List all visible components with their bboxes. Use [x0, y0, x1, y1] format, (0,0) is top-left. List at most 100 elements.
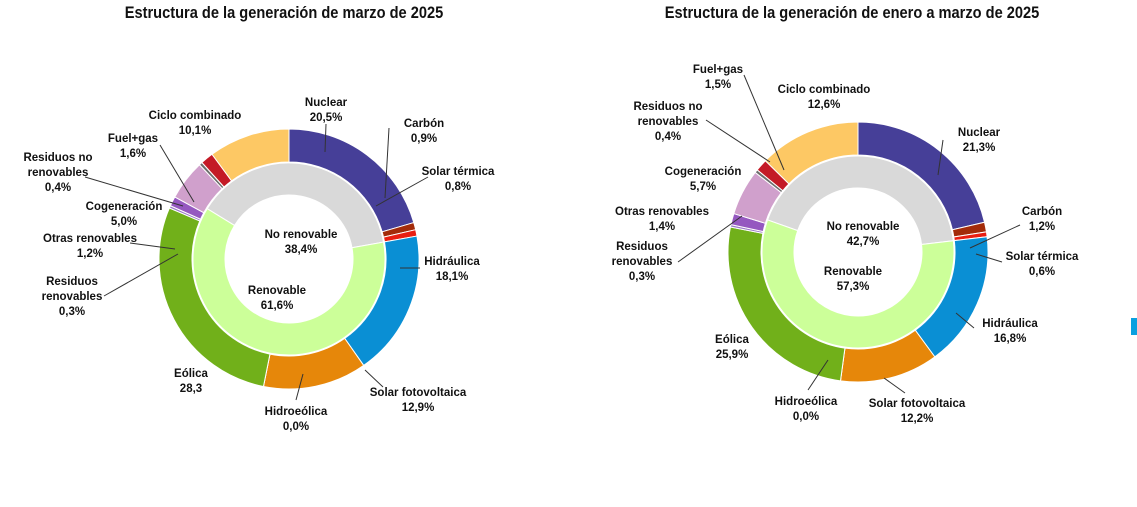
label-nuclear: Nuclear 20,5%: [305, 97, 348, 124]
leader-lines: [677, 74, 1021, 394]
label-name: Hidráulica: [424, 256, 480, 268]
slice-no-renovable: [766, 155, 954, 246]
label-name: Otras renovables: [43, 233, 137, 245]
label-value: 25,9%: [716, 349, 749, 361]
label-value: 5,0%: [111, 216, 137, 228]
label-name: Hidroeólica: [265, 406, 328, 418]
label-name: Renovable: [824, 266, 882, 278]
q1-generation-chart: Estructura de la generación de enero a m…: [568, 0, 1136, 507]
label-name: Solar térmica: [422, 166, 495, 178]
label-fuel-gas: Fuel+gas 1,5%: [693, 64, 743, 91]
label-name: Ciclo combinado: [149, 110, 242, 122]
leader-residuos-renovables: [103, 253, 179, 297]
label-solar-fotovoltaica: Solar fotovoltaica 12,9%: [370, 387, 467, 414]
leader-residuos-no-renovables: [705, 119, 771, 163]
label-name: Fuel+gas: [108, 133, 158, 145]
inner-ring: [192, 162, 386, 356]
label-value: 0,0%: [793, 411, 819, 423]
label-value: 57,3%: [837, 281, 870, 293]
label-name: Residuos: [46, 276, 98, 288]
label-name: Nuclear: [958, 127, 1001, 139]
label-renovable: Renovable 61,6%: [248, 285, 306, 312]
label-value: 10,1%: [179, 125, 212, 137]
label-value: 1,2%: [77, 248, 103, 260]
label-no-renovable: No renovable 38,4%: [265, 229, 338, 256]
leader-nuclear: [324, 123, 327, 153]
label-solar-termica: Solar térmica 0,6%: [1006, 251, 1079, 278]
label-value: 0,4%: [655, 131, 681, 143]
leader-solar-termica: [375, 176, 429, 207]
outer-ring: [158, 128, 420, 390]
label-value: 28,3: [180, 383, 202, 395]
label-value: 1,4%: [649, 221, 675, 233]
inner-ring: [761, 155, 955, 349]
leader-hidraulica: [955, 312, 975, 329]
outer-ring: [727, 121, 989, 383]
labels: Renovable 57,3% No renovable 42,7% Nuclear 21…: [612, 64, 1079, 425]
label-fuel-gas: Fuel+gas 1,6%: [108, 133, 158, 160]
label-value: 1,2%: [1029, 221, 1055, 233]
slice-ciclo-combinado: [764, 121, 859, 185]
label-residuos-no-renovables: Residuos no renovables 0,4%: [633, 101, 702, 143]
label-renovable: Renovable 57,3%: [824, 266, 882, 293]
label-name: Renovable: [248, 285, 306, 297]
leader-residuos-no-renovables: [84, 176, 184, 207]
label-carbon: Carbón 1,2%: [1022, 206, 1062, 233]
label-name: Fuel+gas: [693, 64, 743, 76]
label-name: Carbón: [1022, 206, 1062, 218]
label-cogeneracion: Cogeneración 5,7%: [665, 166, 742, 193]
label-value: 18,1%: [436, 271, 469, 283]
label-hidroeolica: Hidroeólica 0,0%: [775, 396, 838, 423]
label-solar-fotovoltaica: Solar fotovoltaica 12,2%: [869, 398, 966, 425]
label-hidraulica: Hidráulica 16,8%: [982, 318, 1038, 345]
label-value: 0,6%: [1029, 266, 1055, 278]
label-carbon: Carbón 0,9%: [404, 118, 444, 145]
label-residuos-renovables: Residuos renovables 0,3%: [612, 241, 673, 283]
label-value: 12,2%: [901, 413, 934, 425]
leader-solar-termica: [975, 253, 1003, 263]
label-cogeneracion: Cogeneración 5,0%: [86, 201, 163, 228]
label-no-renovable: No renovable 42,7%: [827, 221, 900, 248]
label-value: 16,8%: [994, 333, 1027, 345]
label-nuclear: Nuclear 21,3%: [958, 127, 1001, 154]
label-value: 21,3%: [963, 142, 996, 154]
label-name: Nuclear: [305, 97, 348, 109]
label-name: Residuos: [616, 241, 668, 253]
label-value: 20,5%: [310, 112, 343, 124]
label-otras-renovables: Otras renovables 1,4%: [615, 206, 709, 233]
q1-donut-svg: Renovable 57,3% No renovable 42,7% Nuclear 21…: [612, 64, 1079, 425]
label-name: No renovable: [265, 229, 338, 241]
label-name: Hidroeólica: [775, 396, 838, 408]
label-name: Eólica: [174, 368, 208, 380]
label-value: 38,4%: [285, 244, 318, 256]
label-ciclo-combinado: Ciclo combinado 10,1%: [149, 110, 242, 137]
label-value: 1,6%: [120, 148, 146, 160]
label-hidraulica: Hidráulica 18,1%: [424, 256, 480, 283]
label-eolica: Eólica 28,3: [174, 368, 208, 395]
label-value: 0,0%: [283, 421, 309, 433]
leader-hidroeolica: [295, 373, 304, 401]
slice-no-renovable: [206, 162, 385, 249]
label-hidroeolica: Hidroeólica 0,0%: [265, 406, 328, 433]
leader-solar-fotovoltaica: [883, 377, 906, 394]
label-name: renovables: [28, 167, 89, 179]
label-otras-renovables: Otras renovables 1,2%: [43, 233, 137, 260]
label-name: Solar térmica: [1006, 251, 1079, 263]
leader-hidroeolica: [807, 359, 829, 391]
leader-lines: [84, 123, 429, 401]
label-value: 0,4%: [45, 182, 71, 194]
label-residuos-renovables: Residuos renovables 0,3%: [42, 276, 103, 318]
label-value: 0,8%: [445, 181, 471, 193]
leader-carbon: [384, 127, 390, 199]
label-residuos-no-renovables: Residuos no renovables 0,4%: [23, 152, 92, 194]
label-name: renovables: [612, 256, 673, 268]
label-name: Cogeneración: [665, 166, 742, 178]
label-name: Eólica: [715, 334, 749, 346]
label-name: Otras renovables: [615, 206, 709, 218]
chart-title: Estructura de la generación de enero a m…: [664, 3, 1040, 22]
label-name: Solar fotovoltaica: [869, 398, 966, 410]
leader-otras-renovables: [129, 242, 176, 250]
label-ciclo-combinado: Ciclo combinado 12,6%: [778, 84, 871, 111]
label-name: Ciclo combinado: [778, 84, 871, 96]
label-name: Residuos no: [23, 152, 92, 164]
